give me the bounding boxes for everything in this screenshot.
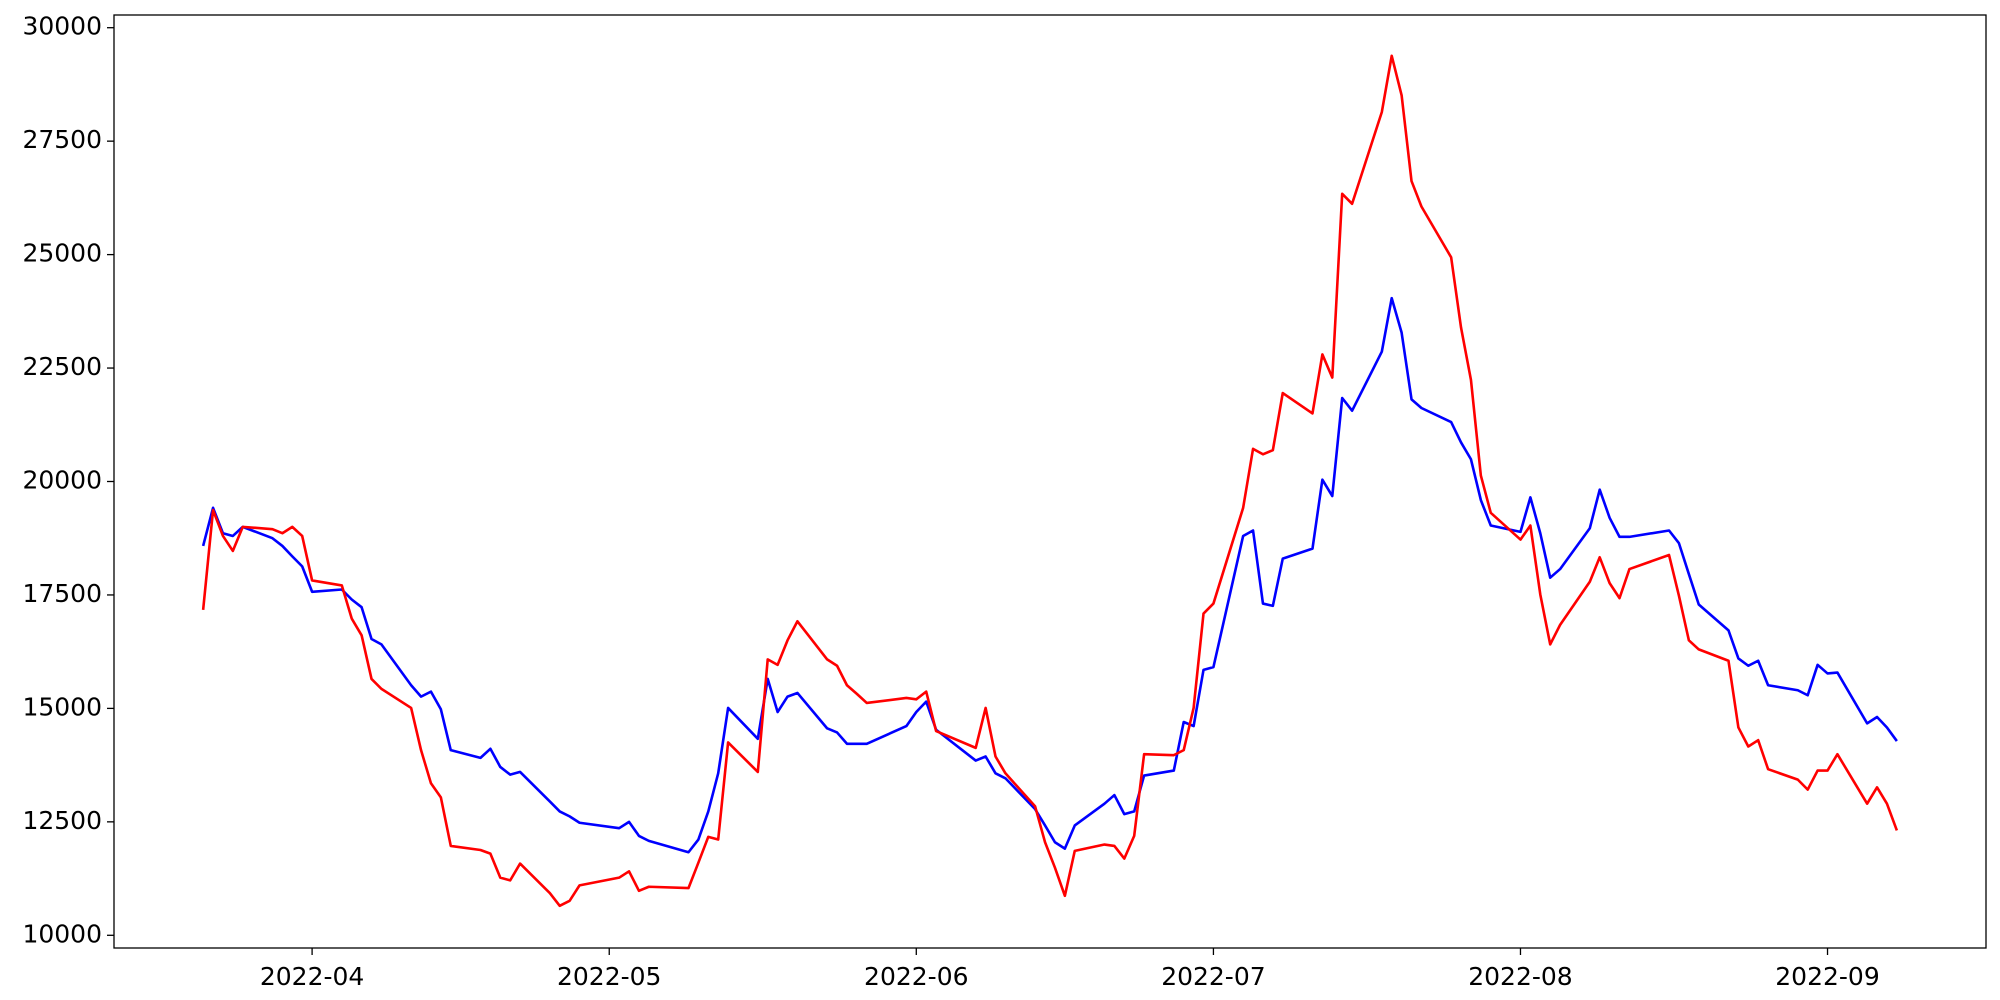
y-tick-label: 20000	[22, 466, 102, 495]
y-tick-label: 25000	[22, 239, 102, 268]
x-tick-label: 2022-09	[1775, 962, 1879, 991]
y-tick-label: 27500	[22, 125, 102, 154]
y-tick-label: 15000	[22, 692, 102, 721]
line-series	[201, 54, 1899, 908]
y-tick-label: 30000	[22, 12, 102, 41]
y-tick-label: 12500	[22, 806, 102, 835]
x-tick-label: 2022-08	[1468, 962, 1572, 991]
x-tick-label: 2022-05	[557, 962, 661, 991]
line-series	[201, 296, 1898, 854]
y-tick-label: 22500	[22, 352, 102, 381]
x-tick-label: 2022-07	[1161, 962, 1265, 991]
y-tick-label: 17500	[22, 579, 102, 608]
x-tick-label: 2022-04	[260, 962, 364, 991]
y-tick-label: 10000	[22, 919, 102, 948]
axes-frame	[113, 14, 1987, 949]
x-tick-label: 2022-06	[864, 962, 968, 991]
